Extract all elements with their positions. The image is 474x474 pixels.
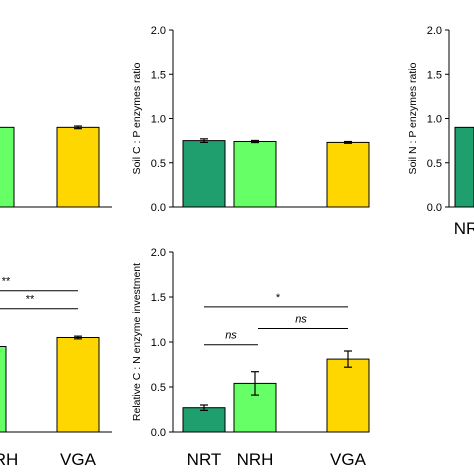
y-axis-label: Soil C : P enzymes ratio [131,62,143,174]
bar-vga [326,358,370,433]
bar-nrt [182,407,226,433]
y-tick-label: 1.0 [151,114,166,126]
category-label-nrt: NR [454,219,474,238]
y-tick-label: 1.0 [427,114,442,126]
significance-label: ns [295,314,307,326]
category-label-vga: VGA [60,450,97,469]
chart-top-right: 0.0 0.5 1.0 1.5 2.0 Soil N : P enzymes ratio N… [407,25,474,238]
chart-top-middle: 0.0 0.5 1.0 1.5 2.0 Soil C : P enzymes ratio [131,25,370,214]
chart-top-left [0,125,112,208]
y-tick-label: 0.5 [151,382,166,394]
category-label-vga: VGA [330,450,367,469]
y-tick-label: 2.0 [151,25,166,37]
bar-nrh [0,346,7,433]
y-tick-label: 0.0 [151,202,166,214]
chart-bottom-left: RH VGA ** ** [0,276,112,469]
y-tick-label: 0.5 [427,158,442,170]
bar-vga [56,337,100,433]
category-label-nrt: NRT [187,450,222,469]
significance-label: ** [2,276,11,288]
significance-label: ns [225,330,237,342]
bar-vga [56,126,100,208]
y-tick-label: 1.5 [151,292,166,304]
bar-nrh [0,126,15,208]
bar-vga [326,141,370,208]
y-tick-label: 1.0 [151,337,166,349]
bar-nrt [182,140,226,208]
y-tick-label: 2.0 [427,25,442,37]
category-label-nrh: RH [0,450,18,469]
bar-nrh [233,141,277,208]
chart-bottom-middle: 0.0 0.5 1.0 1.5 2.0 Relative C : N enzyme inv… [131,247,370,469]
y-tick-label: 0.5 [151,158,166,170]
y-tick-label: 2.0 [151,247,166,259]
bar-nrt [454,126,474,208]
category-label-nrh: NRH [237,450,274,469]
y-tick-label: 1.5 [427,69,442,81]
significance-label: * [276,292,281,304]
y-tick-label: 0.0 [427,202,442,214]
y-axis-label: Relative C : N enzyme investment [131,263,143,421]
y-tick-label: 0.0 [151,427,166,439]
significance-label: ** [26,294,35,306]
y-tick-label: 1.5 [151,69,166,81]
y-axis-label: Soil N : P enzymes ratio [407,62,419,174]
